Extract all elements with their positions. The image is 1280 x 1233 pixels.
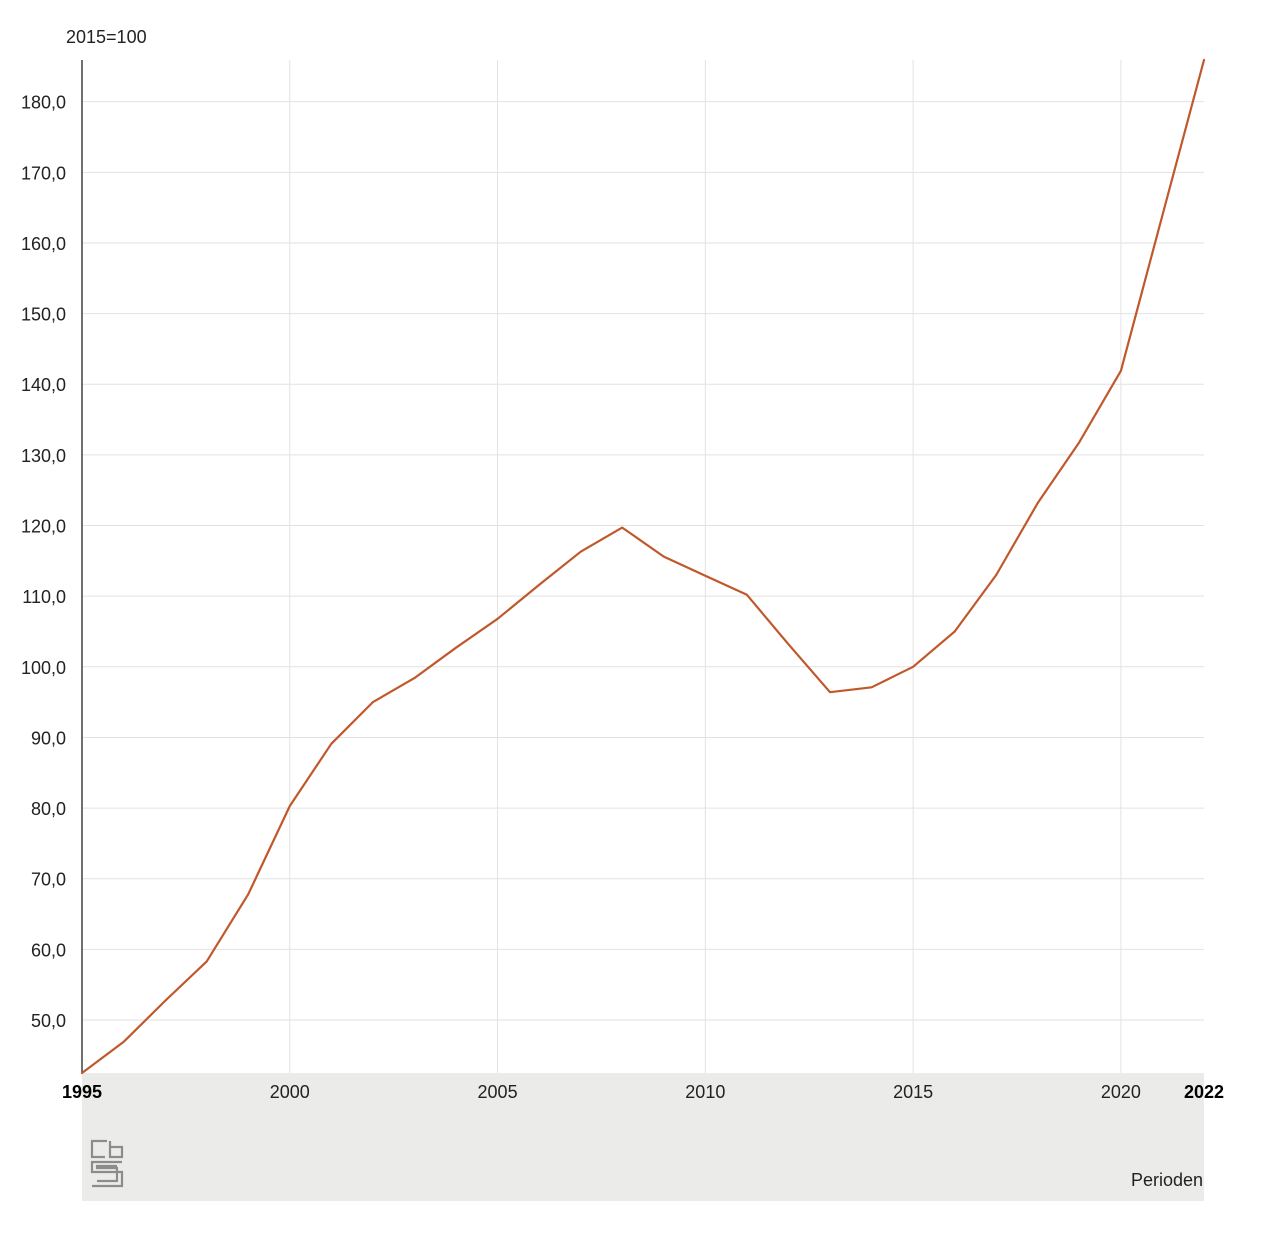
unit-label: 2015=100 xyxy=(66,27,147,47)
series-line xyxy=(80,58,1206,1075)
x-axis-label: Perioden xyxy=(1131,1170,1203,1190)
x-tick-label: 2005 xyxy=(478,1082,518,1102)
x-tick-label: 2010 xyxy=(685,1082,725,1102)
y-tick-label: 170,0 xyxy=(21,163,66,183)
y-tick-label: 60,0 xyxy=(31,940,66,960)
y-tick-labels: 50,0 60,0 70,0 80,0 90,0 100,0 110,0 120,0 130,0… xyxy=(21,93,66,1031)
y-tick-label: 80,0 xyxy=(31,799,66,819)
x-tick-label: 2015 xyxy=(893,1082,933,1102)
y-tick-label: 90,0 xyxy=(31,728,66,748)
y-tick-label: 180,0 xyxy=(21,93,66,113)
y-tick-label: 130,0 xyxy=(21,446,66,466)
cbs-logo-icon xyxy=(90,1139,124,1188)
footer-band xyxy=(82,1073,1204,1201)
x-tick-labels: 1995 2000 2005 2010 2015 2020 2022 xyxy=(62,1082,1224,1102)
x-tick-label: 2020 xyxy=(1101,1082,1141,1102)
y-tick-label: 120,0 xyxy=(21,517,66,537)
y-tick-label: 110,0 xyxy=(22,587,66,607)
x-gridlines xyxy=(289,60,1122,1073)
y-tick-label: 50,0 xyxy=(31,1011,66,1031)
x-tick-label: 2000 xyxy=(270,1082,310,1102)
y-tick-label: 100,0 xyxy=(21,658,66,678)
series-group xyxy=(80,58,1206,1075)
y-tick-label: 150,0 xyxy=(21,305,66,325)
y-gridlines xyxy=(82,101,1204,1021)
y-tick-label: 160,0 xyxy=(21,234,66,254)
y-tick-label: 70,0 xyxy=(31,870,66,890)
x-tick-label: 1995 xyxy=(62,1082,102,1102)
x-tick-label: 2022 xyxy=(1184,1082,1224,1102)
y-tick-label: 140,0 xyxy=(21,375,66,395)
